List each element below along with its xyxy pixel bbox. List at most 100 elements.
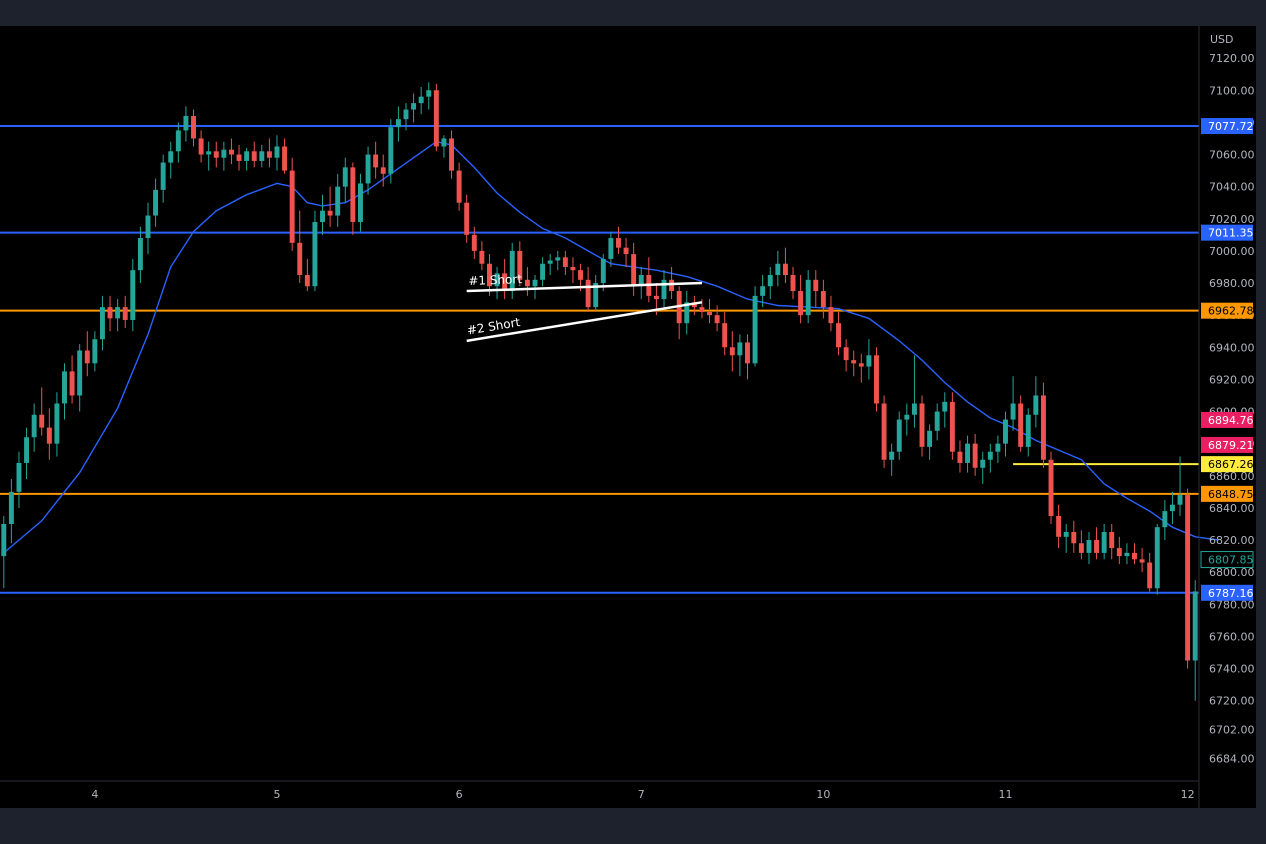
candle-body	[843, 347, 849, 361]
price-tick: 6940.00	[1209, 341, 1255, 354]
price-label: 6894.76	[1201, 411, 1254, 428]
candle	[836, 311, 842, 356]
price-label-text: 7077.72	[1208, 120, 1254, 133]
price-tick: 6760.00	[1209, 630, 1255, 643]
candle	[145, 202, 151, 255]
candle	[532, 274, 538, 300]
time-tick: 10	[816, 788, 830, 801]
candle	[251, 141, 257, 168]
price-label-bg	[1201, 485, 1253, 502]
candle-body	[600, 258, 606, 284]
price-tick: 6840.00	[1209, 502, 1255, 515]
candle-body	[593, 283, 599, 308]
price-label: 6807.85	[1200, 551, 1254, 569]
candle	[433, 83, 439, 152]
candle-body	[653, 295, 659, 300]
candle-body	[919, 403, 925, 447]
candle	[357, 173, 363, 232]
candle-body	[289, 170, 295, 243]
candle	[972, 434, 978, 476]
candle	[1109, 523, 1115, 560]
candle-body	[168, 151, 174, 163]
candle-body	[532, 279, 538, 287]
candle-body	[327, 210, 333, 216]
candle	[1033, 376, 1039, 428]
price-chart: #1 Short#2 Short USD 7120.007100.007080.…	[0, 26, 1256, 808]
candle	[54, 392, 60, 457]
price-label-text: 6787.16	[1208, 587, 1254, 600]
candle-body	[896, 419, 902, 452]
candle	[1185, 488, 1191, 669]
candle-body	[1048, 459, 1054, 516]
time-tick: 7	[638, 788, 645, 801]
price-axis[interactable]: USD 7120.007100.007080.007060.007040.007…	[1209, 33, 1255, 766]
price-tick: 6800.00	[1209, 566, 1255, 579]
price-label-text: 6962.78	[1208, 305, 1254, 318]
candle-body	[77, 350, 83, 396]
candle-body	[828, 307, 834, 324]
candle-body	[228, 149, 234, 155]
candle-body	[585, 279, 591, 308]
candle-body	[889, 451, 895, 460]
candle	[1124, 543, 1130, 565]
candle	[540, 257, 546, 287]
candle	[160, 154, 166, 203]
candle	[16, 451, 22, 508]
price-tick: 6780.00	[1209, 598, 1255, 611]
candle-body	[411, 103, 417, 110]
candle-body	[335, 186, 341, 216]
candle-body	[122, 307, 128, 320]
candle	[282, 138, 288, 174]
price-label-bg	[1201, 456, 1253, 473]
candle	[858, 353, 864, 383]
candle	[585, 266, 591, 312]
candle-body	[995, 443, 1001, 452]
candle-body	[486, 263, 492, 287]
candle-body	[259, 151, 265, 161]
candle-body	[160, 162, 166, 190]
currency-label: USD	[1210, 33, 1234, 46]
candle-body	[669, 279, 675, 292]
candle	[244, 148, 250, 171]
time-axis[interactable]: 456710111213	[91, 788, 1256, 801]
price-label: 6879.21	[1201, 436, 1254, 453]
candle-body	[638, 274, 644, 287]
candle	[115, 299, 121, 332]
price-label-bg	[1201, 411, 1253, 428]
candle-body	[1086, 540, 1092, 553]
candle-body	[373, 154, 379, 168]
candle	[168, 141, 174, 179]
candle	[107, 295, 113, 332]
price-label: 6787.16	[1201, 584, 1254, 601]
candle	[1, 515, 7, 589]
candle	[92, 331, 98, 372]
candle-body	[699, 307, 705, 312]
candle	[320, 194, 325, 235]
candle-body	[866, 355, 872, 367]
candle-body	[949, 401, 955, 452]
candle-body	[1094, 540, 1100, 553]
candle	[259, 144, 265, 168]
price-tick: 6702.00	[1209, 724, 1255, 737]
candle-body	[881, 403, 887, 460]
candle	[1094, 527, 1100, 560]
time-tick: 11	[998, 788, 1012, 801]
annotation-label: #1 Short	[468, 272, 522, 288]
candle-body	[987, 451, 993, 460]
candle	[1018, 395, 1024, 452]
candle-body	[304, 274, 310, 287]
candle	[828, 295, 834, 332]
candle-body	[395, 119, 401, 128]
candle-body	[456, 170, 462, 203]
candle-body	[608, 238, 614, 259]
candle	[39, 387, 45, 436]
candle	[745, 334, 750, 380]
candle-body	[555, 257, 561, 261]
candle-body	[631, 254, 637, 287]
candle-body	[972, 443, 978, 468]
candle-body	[236, 154, 242, 161]
candle-body	[494, 273, 500, 287]
candle	[24, 427, 30, 479]
candle	[798, 274, 804, 324]
candle-body	[1109, 532, 1115, 549]
